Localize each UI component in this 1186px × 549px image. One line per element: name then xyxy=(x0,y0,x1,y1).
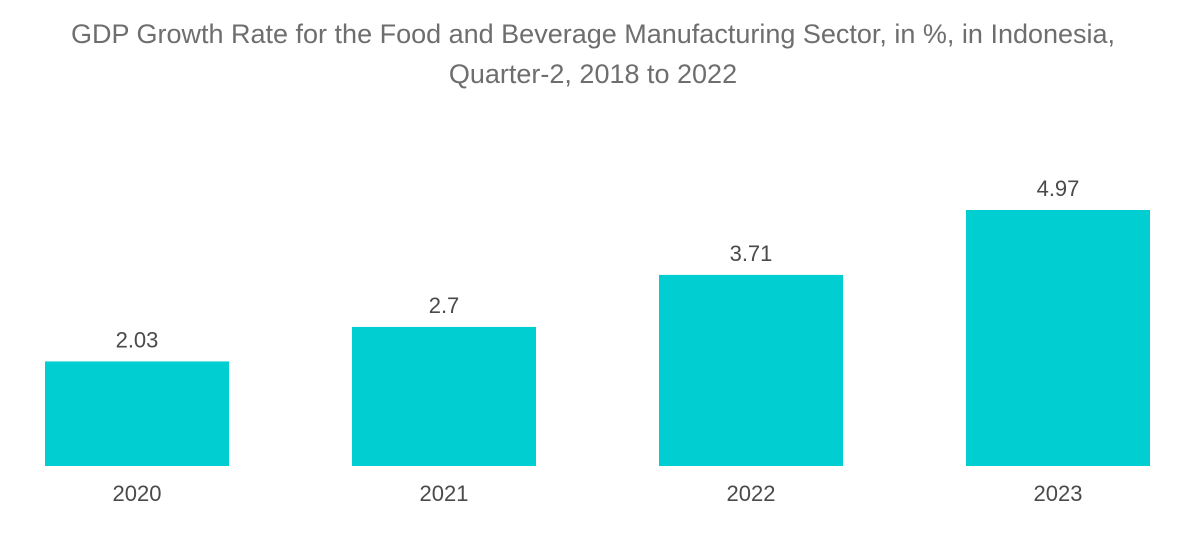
data-label-2022: 3.71 xyxy=(730,241,773,266)
bars-group xyxy=(45,210,1150,466)
x-tick-label-2020: 2020 xyxy=(113,481,162,506)
bar-2022 xyxy=(659,274,843,466)
x-axis-ticks: 2020 2021 2022 2023 xyxy=(113,481,1083,506)
bar-2020 xyxy=(45,361,229,466)
data-label-2020: 2.03 xyxy=(116,327,159,352)
bar-2023 xyxy=(966,210,1150,466)
chart-title-line1: GDP Growth Rate for the Food and Beverag… xyxy=(70,19,1116,49)
data-label-2023: 4.97 xyxy=(1037,176,1080,201)
chart-subtitle: Quarter-2, 2018 to 2022 xyxy=(448,59,738,89)
x-tick-label-2022: 2022 xyxy=(727,481,776,506)
chart-title: GDP Growth Rate for the Food and Beverag… xyxy=(0,14,1186,94)
x-tick-label-2021: 2021 xyxy=(420,481,469,506)
bar-2021 xyxy=(352,326,536,466)
data-labels-group: 2.03 2.7 3.71 4.97 xyxy=(116,176,1080,352)
data-label-2021: 2.7 xyxy=(429,293,460,318)
x-tick-label-2023: 2023 xyxy=(1034,481,1083,506)
